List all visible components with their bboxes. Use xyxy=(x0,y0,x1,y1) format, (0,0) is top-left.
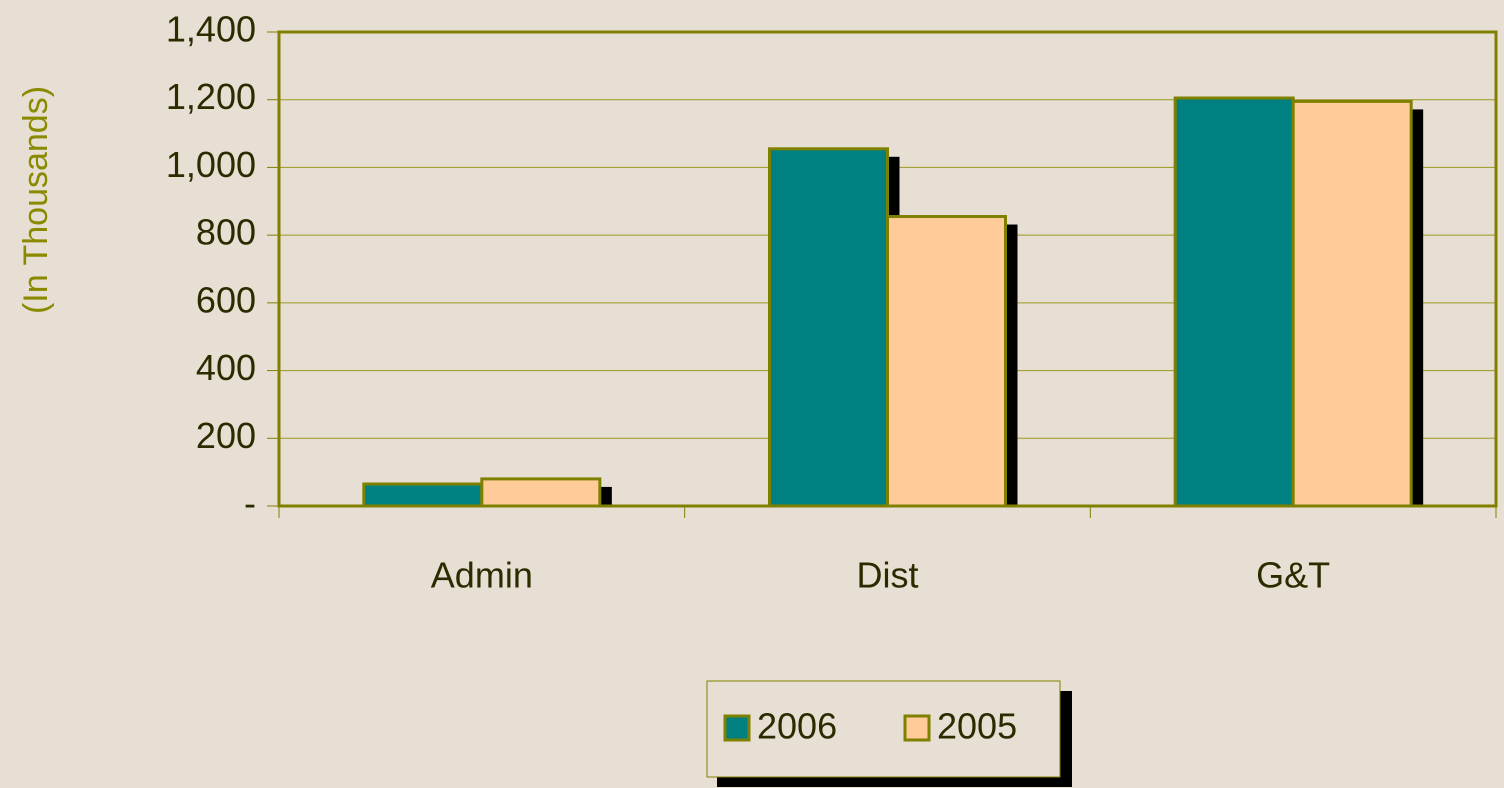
bar xyxy=(768,147,889,508)
y-tick-label: 800 xyxy=(196,212,256,253)
bar xyxy=(362,482,484,508)
y-tick-label: 1,400 xyxy=(166,9,256,50)
bar xyxy=(1291,99,1413,508)
y-tick-label: 1,200 xyxy=(166,76,256,117)
y-tick-label: 600 xyxy=(196,279,256,320)
y-tick-label: - xyxy=(244,483,256,524)
bar xyxy=(1173,96,1295,508)
legend-box xyxy=(706,680,1061,778)
legend-label: 2005 xyxy=(937,706,1017,747)
legend-label: 2006 xyxy=(757,706,837,747)
legend-swatch xyxy=(723,714,751,742)
bar xyxy=(480,477,602,508)
y-tick-label: 400 xyxy=(196,347,256,388)
y-tick-label: 200 xyxy=(196,415,256,456)
x-tick-label: G&T xyxy=(1256,555,1330,596)
x-tick-label: Admin xyxy=(431,555,533,596)
x-tick-label: Dist xyxy=(857,555,919,596)
plot-border xyxy=(277,30,1498,508)
legend-swatch xyxy=(903,714,931,742)
bar xyxy=(886,215,1007,508)
y-axis-label: (In Thousands) xyxy=(17,86,55,314)
y-tick-label: 1,000 xyxy=(166,144,256,185)
